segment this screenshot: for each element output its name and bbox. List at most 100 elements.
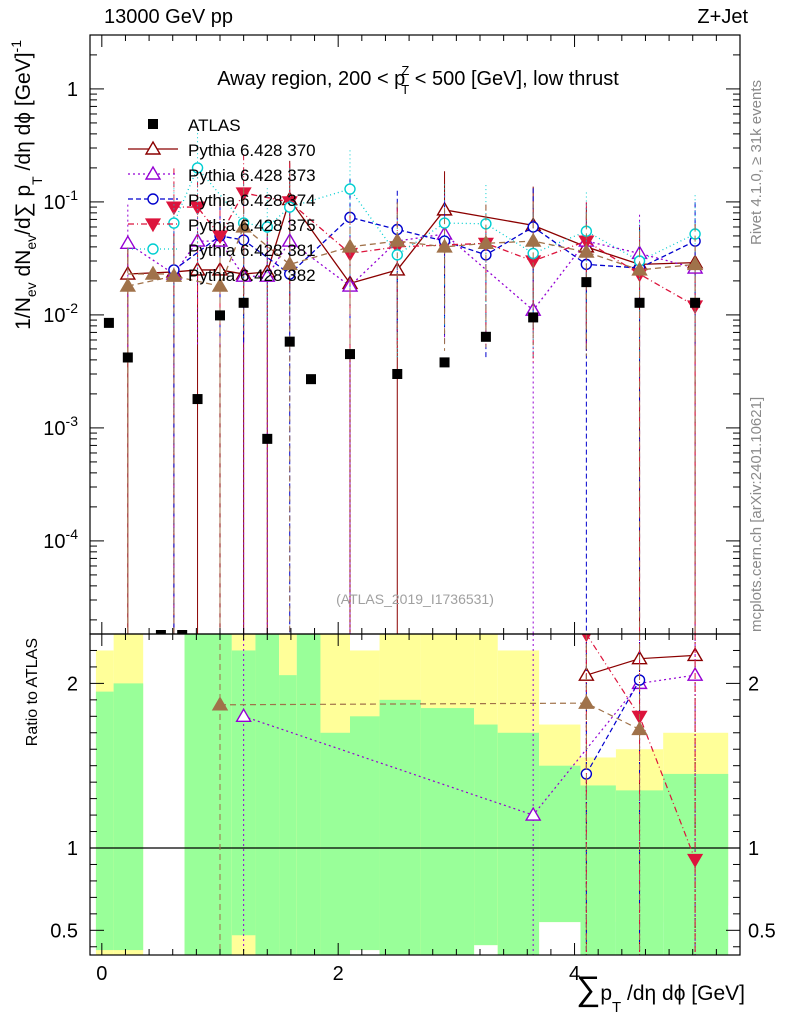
header-process: Z+Jet [697,6,748,28]
atlas-point-6 [284,336,295,347]
ticks [90,34,740,955]
atlas-point-3 [215,310,225,321]
x-tick-label-2: 4 [569,963,580,985]
marker-5-0 [119,277,137,292]
ratio-frame [89,633,741,956]
text-part: -2 [66,300,79,316]
marker-5-9 [524,232,542,247]
marker-5-6 [389,232,406,247]
ratio-marker-1-0 [235,707,252,723]
text-part: -4 [66,526,79,542]
series-1 [119,195,704,634]
text-part: /dη dϕ [GeV] [12,52,35,176]
uncertainty-band-green-14 [539,765,581,923]
text-part: /d∑ p [12,185,35,235]
text-part: dN [12,250,35,283]
ratio-tick-label-left-0: 0.5 [50,920,78,942]
legend-label-2: Pythia 6.428 374 [188,191,316,210]
text-part: Away region, 200 < p [217,68,405,90]
uncertainty-band-green-10 [379,699,421,955]
ratio-marker-1-1 [524,806,542,821]
atlas-point-7 [306,374,316,385]
ratio-y-axis-label: Ratio to ATLAS [24,638,41,746]
y-tick-label-1: 10-3 [43,413,78,440]
ratio-marker-5-2 [631,721,648,736]
atlas-point-12 [528,312,539,323]
atlas-point-5 [262,433,273,444]
chart-title: Away region, 200 < pZ T < 500 [GeV], low … [217,63,619,97]
y-tick-label-3: 10-1 [43,187,78,214]
atlas-point-15 [690,297,701,308]
legend-label-4: Pythia 6.428 381 [188,241,316,260]
x-tick-label-0: 0 [96,963,107,985]
marker-5-3 [235,218,252,233]
ratio-marker-3-2 [687,853,704,868]
uncertainty-band-green-3 [184,634,232,955]
y-axis-label: 1/Nev dNev/d∑ pT /dη dϕ [GeV]-1 [8,40,45,330]
uncertainty-band-green-15 [580,785,616,955]
text-part: T [612,999,621,1016]
legend-label-5: Pythia 6.428 382 [188,266,316,285]
text-part: -1 [8,40,24,53]
ratio-panel [90,634,740,955]
ratio-series-5 [211,634,648,955]
atlas-point-edge-1 [177,630,188,634]
marker-5-7 [436,238,453,253]
text-part: 10 [43,418,65,440]
legend-label-0: Pythia 6.428 370 [188,141,316,160]
marker-5-4 [281,255,298,271]
ratio-line-3 [585,634,696,860]
text-part: 1 [67,79,78,101]
y-tick-label-0: 10-4 [43,526,78,553]
uncertainty-band-green-1 [113,683,144,951]
atlas-point-8 [345,349,355,360]
marker-3-0 [165,201,182,216]
uncertainty-band-green-11 [420,708,475,955]
marker-5-5 [341,238,359,253]
series-line-2 [173,216,696,275]
text-part: ev [23,235,39,250]
y-tick-label-4: 1 [67,79,78,101]
uncertainty-band-green-8 [320,732,350,955]
atlas-point-edge-0 [155,630,166,634]
ratio-line-5 [219,702,640,731]
text-part: 10 [43,192,65,214]
text-part: 10 [43,531,65,553]
uncertainty-band-green-9 [350,716,380,951]
series-5 [119,188,704,634]
marker-5-8 [477,234,495,250]
analysis-watermark: (ATLAS_2019_I1736531) [336,591,494,607]
y-tick-label-2: 10-2 [43,300,78,327]
text-part: 10 [43,305,65,327]
legend-marker-0 [144,140,162,155]
ratio-tick-label-right-2: 2 [748,673,759,695]
uncertainty-band-green-5 [255,634,280,955]
text-part: /dη dϕ [GeV] [621,982,745,1005]
marker-4-0 [168,217,180,229]
x-axis-label: ∑pT /dη dϕ [GeV] [576,970,745,1016]
marker-4-4 [284,201,296,213]
atlas-point-11 [480,331,491,342]
ratio-marker-5-1 [578,694,595,709]
uncertainty-band-green-12 [474,724,498,946]
ratio-tick-label-left-2: 2 [67,673,78,695]
marker-4-5 [344,183,356,195]
atlas-point-10 [439,357,450,368]
legend-marker-5 [144,265,162,280]
text-part: T [29,176,45,185]
header-energy: 13000 GeV pp [104,6,233,28]
ratio-marker-5-0 [211,696,229,711]
marker-5-2 [211,277,229,292]
legend-label-3: Pythia 6.428 375 [188,216,316,235]
text-part: T [401,82,409,97]
uncertainty-band-green-0 [95,691,114,951]
legend-marker-4 [147,243,159,255]
atlas-point-1 [122,352,133,363]
atlas-point-14 [634,297,645,308]
marker-5-1 [165,267,183,282]
marker-4-3 [261,221,273,233]
ratio-tick-label-left-1: 1 [67,838,78,860]
text-part: ev [23,282,39,297]
uncertainty-band-green-4 [231,650,256,936]
